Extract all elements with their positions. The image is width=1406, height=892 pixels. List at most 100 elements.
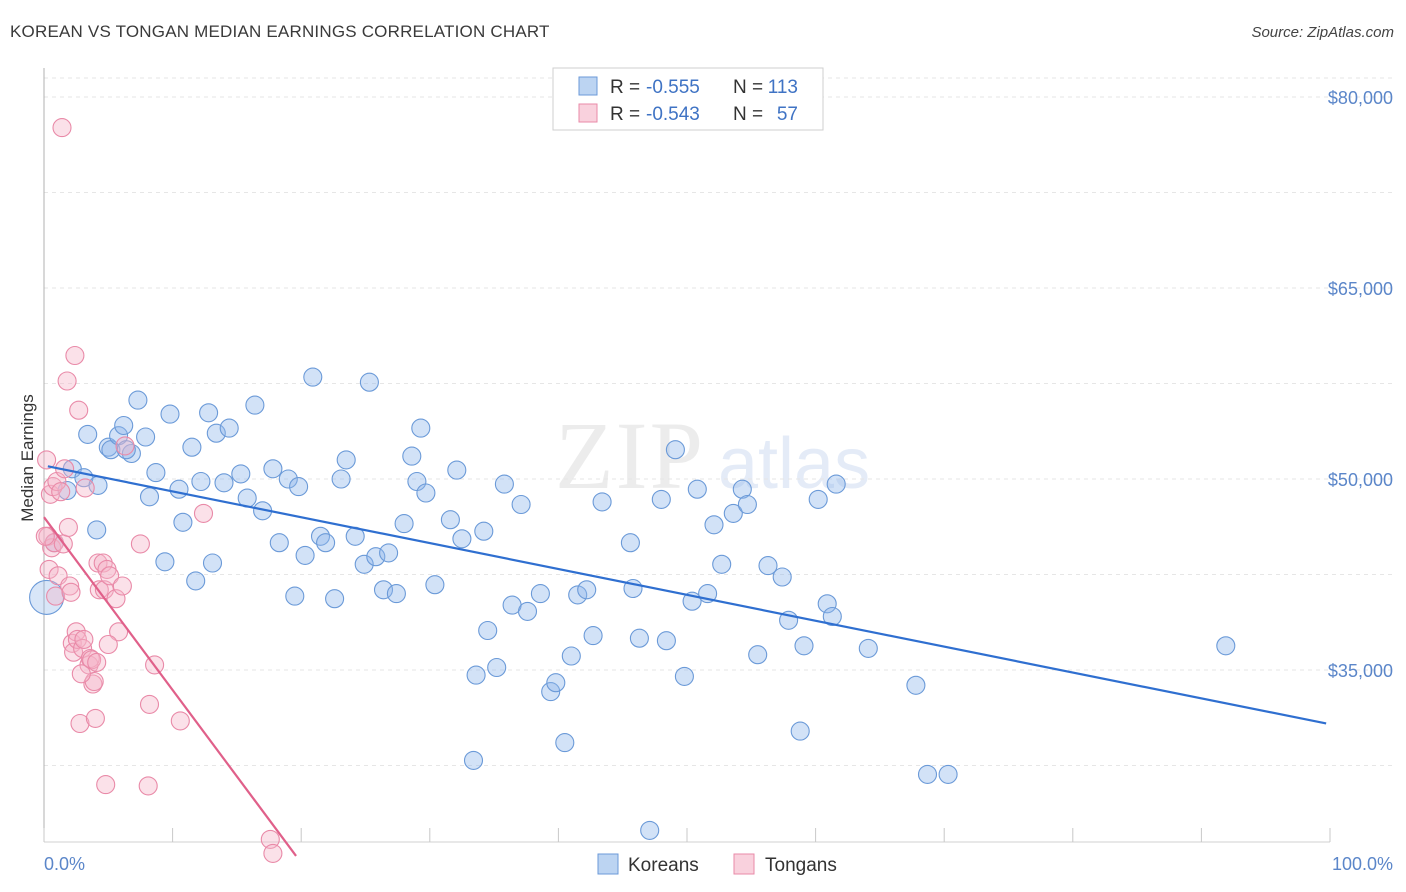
koreans-point [136, 427, 156, 447]
koreans-point [704, 515, 724, 535]
koreans-points [29, 367, 1236, 840]
koreans-series-label: Koreans [628, 855, 699, 876]
koreans-point [359, 372, 379, 392]
koreans-point [474, 521, 494, 541]
koreans-point [289, 477, 309, 497]
koreans-point [629, 628, 649, 648]
koreans-point [354, 554, 374, 574]
legend-r-value-koreans: -0.555 [646, 77, 700, 98]
source-label: Source: ZipAtlas.com [1251, 24, 1394, 41]
koreans-point [160, 404, 180, 424]
tongans-point [35, 526, 55, 546]
legend-r-label-koreans: R = [610, 77, 640, 98]
tongans-point [57, 371, 77, 391]
koreans-point [121, 443, 141, 464]
tongans-point [170, 711, 190, 731]
tongans-point [61, 582, 81, 602]
koreans-point [146, 463, 166, 483]
koreans-point [737, 494, 757, 515]
legend-r-value-tongans: -0.543 [646, 104, 700, 125]
koreans-point [78, 424, 98, 444]
koreans-point [440, 510, 460, 530]
koreans-point [191, 471, 211, 492]
koreans-point [674, 666, 694, 686]
koreans-point [295, 545, 315, 565]
tongans-point [46, 586, 66, 606]
tongans-point [115, 436, 135, 456]
koreans-point [723, 503, 743, 523]
stats-legend-box [552, 67, 824, 131]
koreans-point [402, 446, 422, 466]
tongans-point [75, 478, 95, 498]
koreans-point [517, 601, 538, 621]
koreans-point [231, 464, 251, 484]
koreans-point [541, 682, 561, 702]
koreans-point [169, 479, 189, 499]
stats-legend: R = -0.555 N = 113 R = -0.543 N = 57 [552, 67, 824, 131]
tongans-point [66, 622, 86, 642]
koreans-point [592, 492, 612, 512]
koreans-point [1216, 636, 1236, 656]
koreans-point [447, 460, 467, 480]
legend-n-value-koreans: 113 [768, 77, 798, 98]
tongans-point [260, 829, 280, 849]
svg-text:atlas: atlas [718, 424, 870, 504]
tongans-point [65, 345, 85, 366]
tongans-point [58, 517, 78, 537]
legend-r-label-tongans: R = [610, 104, 640, 125]
koreans-point [173, 512, 193, 532]
tongans-point [100, 566, 120, 586]
tongans-points [35, 118, 283, 863]
koreans-point [758, 556, 778, 576]
tongans-point [98, 634, 118, 655]
tongans-legend-swatch [578, 103, 598, 123]
koreans-trend-line [47, 465, 1327, 725]
tongans-point [52, 118, 72, 138]
tongans-point [51, 482, 71, 502]
tongans-point [193, 503, 214, 523]
tongans-point [70, 713, 90, 734]
koreans-point [826, 474, 846, 494]
tongans-point [74, 629, 94, 649]
koreans-point [463, 750, 484, 770]
koreans-point [478, 620, 498, 641]
koreans-point [640, 820, 660, 840]
y-tick-label: $80,000 [1328, 88, 1393, 108]
tongans-point [87, 652, 107, 672]
koreans-point [219, 418, 239, 438]
gridlines [44, 77, 1393, 766]
koreans-point [620, 533, 640, 553]
tongans-point [130, 534, 150, 554]
koreans-point [285, 586, 305, 606]
koreans-point [546, 673, 566, 693]
koreans-point [494, 474, 514, 494]
koreans-point [466, 665, 486, 685]
koreans-point [128, 390, 148, 410]
koreans-point [245, 395, 265, 415]
koreans-point [858, 638, 878, 658]
y-axis-label: Median Earnings [18, 394, 37, 522]
koreans-point [687, 479, 707, 499]
koreans-point [917, 764, 938, 784]
watermark: ZIP atlas [555, 402, 870, 509]
koreans-point [379, 543, 399, 563]
koreans-point [316, 533, 336, 553]
tongans-point [138, 776, 158, 796]
koreans-point [269, 533, 289, 553]
legend-n-label-koreans: N = [733, 77, 763, 98]
koreans-point [790, 721, 810, 741]
x-ticks [43, 828, 1331, 842]
tongans-point [106, 589, 126, 609]
koreans-point [817, 594, 837, 614]
koreans-point [366, 547, 386, 567]
chart-title: KOREAN VS TONGAN MEDIAN EARNINGS CORRELA… [10, 22, 550, 41]
tongans-point [60, 576, 80, 596]
koreans-point [555, 733, 575, 753]
koreans-point [87, 520, 107, 540]
koreans-point [303, 367, 323, 387]
tongans-trend-line [43, 516, 297, 857]
koreans-point [651, 489, 671, 509]
koreans-point [386, 584, 406, 604]
koreans-point [263, 459, 283, 479]
